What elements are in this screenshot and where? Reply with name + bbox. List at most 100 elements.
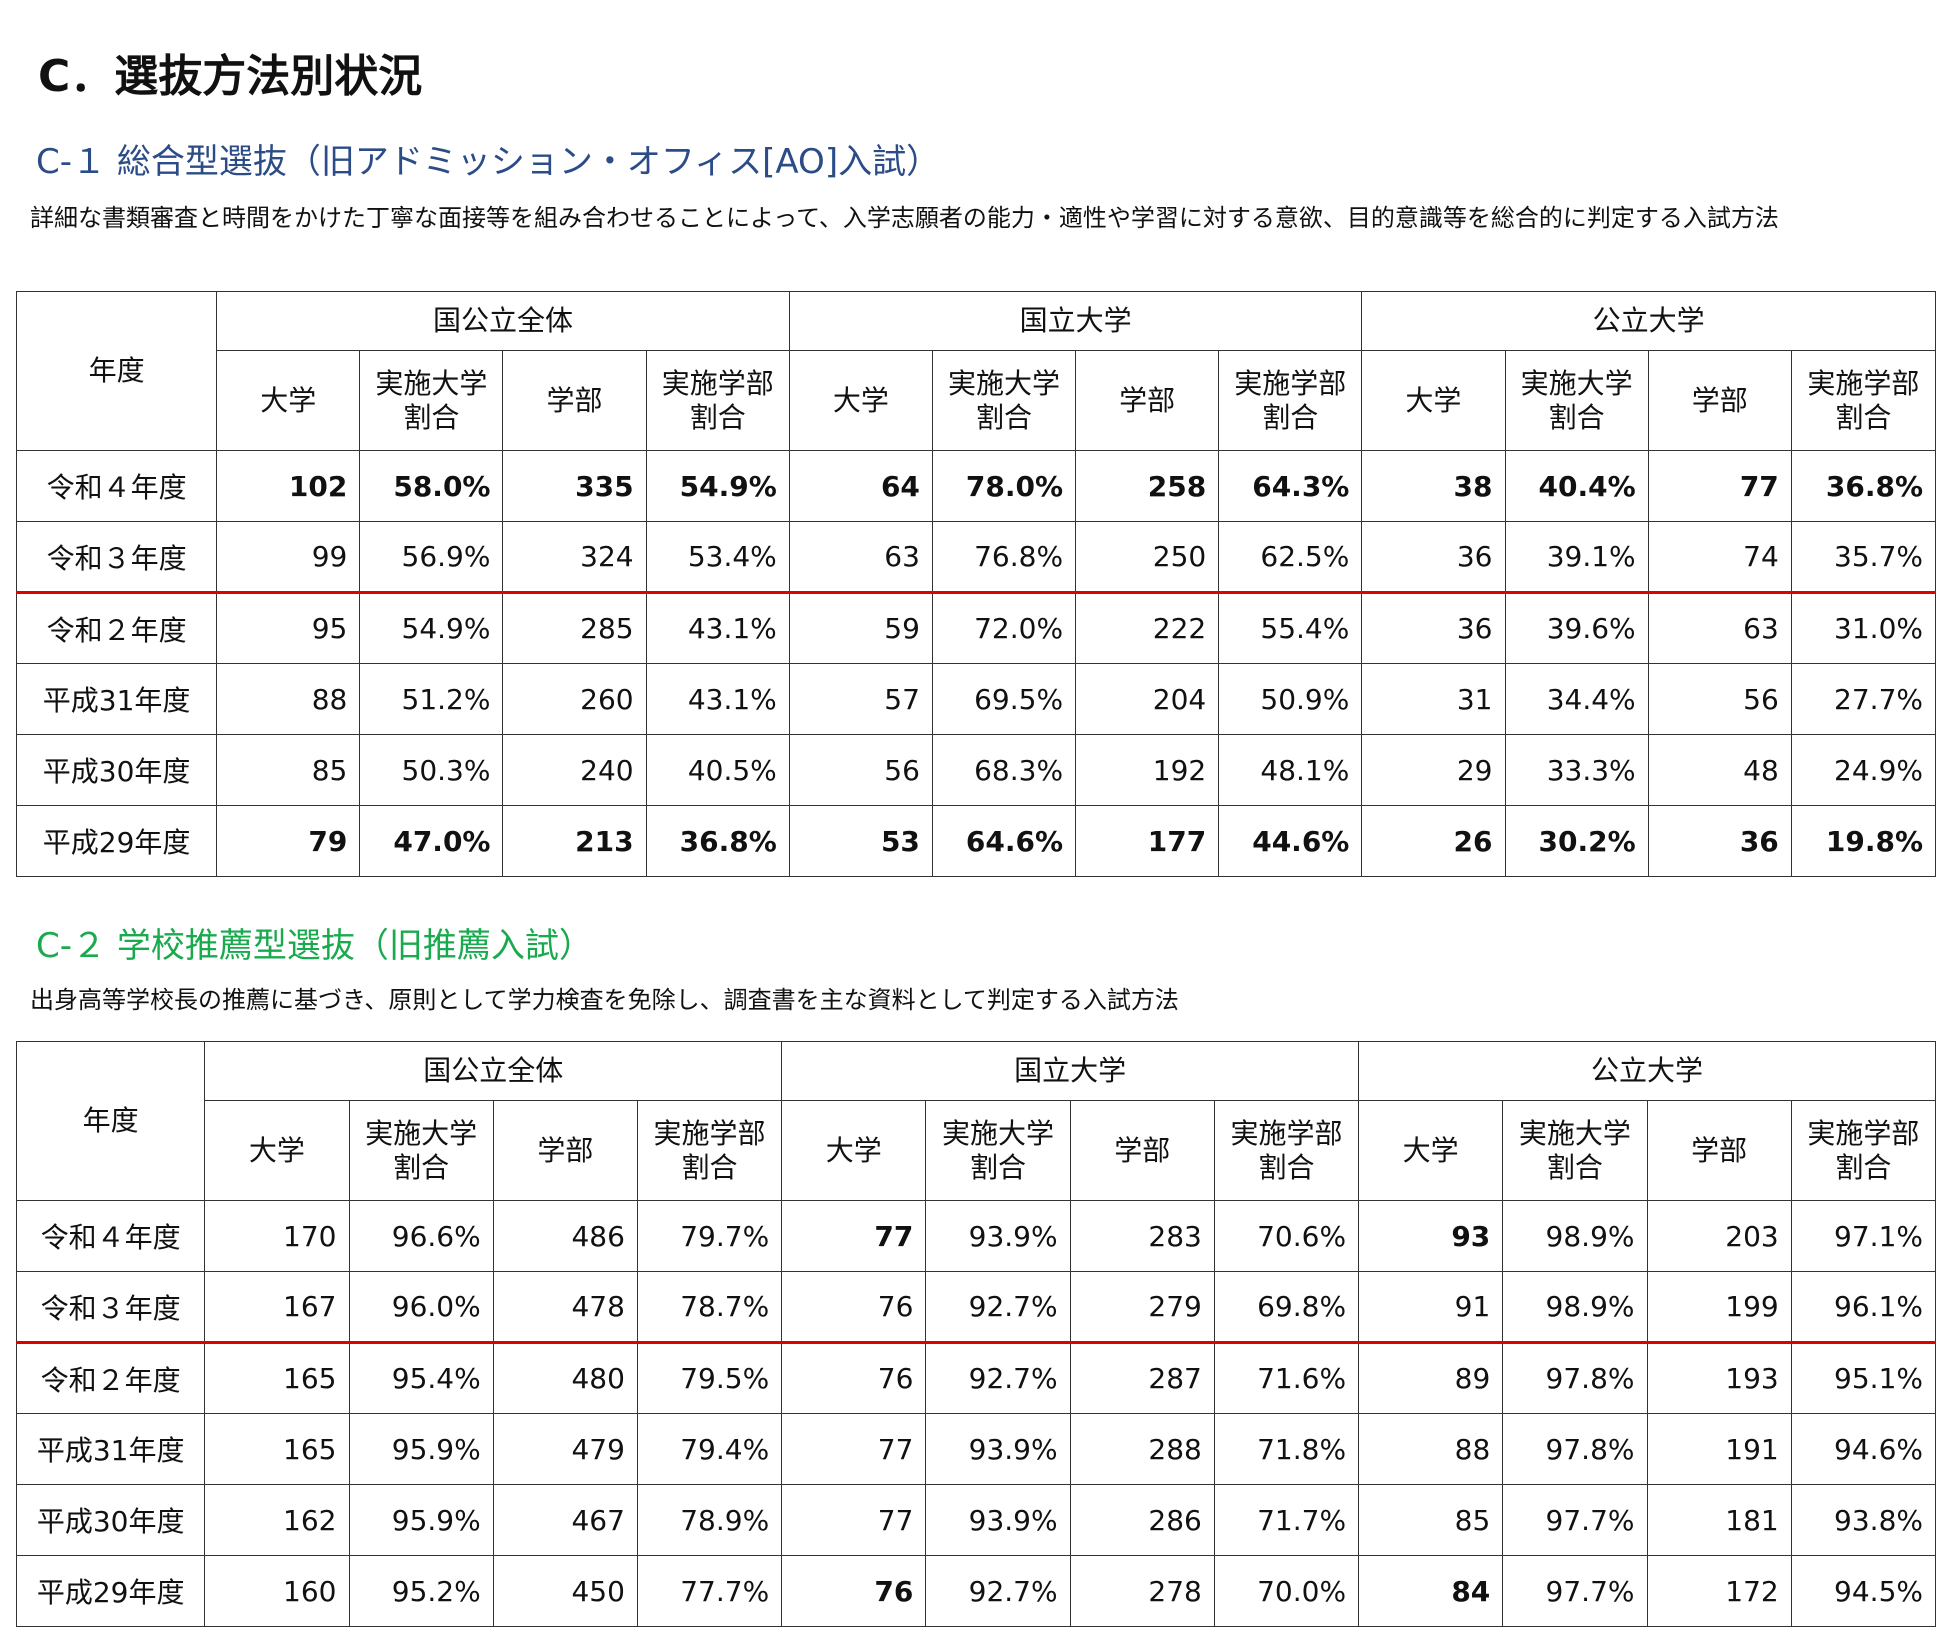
table-row: 平成30年度 162 95.9% 467 78.9% 77 93.9% 286 71.7% 85 9… — [15, 1484, 1937, 1556]
value-cell: 98.9% — [1502, 1271, 1648, 1344]
year-cell: 令和３年度 — [15, 521, 218, 594]
value-cell: 40.4% — [1504, 450, 1649, 522]
value-cell: 84 — [1358, 1555, 1504, 1627]
value-cell: 77.7% — [636, 1555, 783, 1627]
table-row: 令和２年度 95 54.9% 285 43.1% 59 72.0% 222 55.4% 36 39.… — [15, 592, 1937, 664]
group-header-public: 公立大学 — [1361, 291, 1936, 351]
subheader-universities: 大学 — [781, 1100, 927, 1201]
value-cell: 36 — [1361, 521, 1506, 594]
value-cell: 26 — [1361, 805, 1506, 877]
value-cell: 162 — [204, 1484, 350, 1556]
group-header-national: 国立大学 — [781, 1041, 1360, 1101]
value-cell: 88 — [1358, 1413, 1504, 1485]
value-cell: 478 — [492, 1271, 638, 1344]
subheader-faculties: 学部 — [1075, 350, 1220, 451]
value-cell: 191 — [1646, 1413, 1792, 1485]
value-cell: 51.2% — [359, 663, 504, 735]
subheader-universities: 大学 — [1358, 1100, 1504, 1201]
value-cell: 76 — [781, 1271, 927, 1344]
value-cell: 74 — [1647, 521, 1792, 594]
value-cell: 467 — [492, 1484, 638, 1556]
table-body: 令和４年度 102 58.0% 335 54.9% 64 78.0% 258 64.3% 38 40… — [15, 450, 1937, 877]
value-cell: 38 — [1361, 450, 1506, 522]
value-cell: 43.1% — [645, 663, 790, 735]
value-cell: 479 — [492, 1413, 638, 1485]
value-cell: 172 — [1646, 1555, 1792, 1627]
value-cell: 71.7% — [1213, 1484, 1360, 1556]
subheader-universities: 大学 — [1361, 350, 1506, 451]
group-header-national-public: 国公立全体 — [204, 1041, 783, 1101]
subheader-faculty-ratio: 実施学部 割合 — [645, 350, 790, 451]
value-cell: 50.9% — [1218, 663, 1363, 735]
value-cell: 33.3% — [1504, 734, 1649, 806]
value-cell: 48 — [1647, 734, 1792, 806]
value-cell: 48.1% — [1218, 734, 1363, 806]
value-cell: 93 — [1358, 1200, 1504, 1272]
year-cell: 平成30年度 — [15, 1484, 206, 1556]
value-cell: 77 — [1647, 450, 1792, 522]
value-cell: 85 — [216, 734, 361, 806]
subheader-faculty-ratio: 実施学部 割合 — [636, 1100, 783, 1201]
value-cell: 97.7% — [1502, 1555, 1648, 1627]
value-cell: 335 — [502, 450, 647, 522]
value-cell: 64.3% — [1218, 450, 1363, 522]
value-cell: 97.8% — [1502, 1413, 1648, 1485]
value-cell: 165 — [204, 1342, 350, 1414]
value-cell: 47.0% — [359, 805, 504, 877]
value-cell: 68.3% — [931, 734, 1077, 806]
value-cell: 94.5% — [1790, 1555, 1937, 1627]
comprehensive-selection-table: 年度 国公立全体 国立大学 公立大学 大学 実施大学 割合 学部 実施学部 割合… — [15, 291, 1937, 877]
value-cell: 19.8% — [1790, 805, 1937, 877]
value-cell: 97.8% — [1502, 1342, 1648, 1414]
value-cell: 93.9% — [925, 1413, 1071, 1485]
section-c2-title: C-２ 学校推薦型選抜（旧推薦入試） — [36, 926, 593, 966]
table-row: 平成30年度 85 50.3% 240 40.5% 56 68.3% 192 48.1% 29 33… — [15, 734, 1937, 806]
value-cell: 199 — [1646, 1271, 1792, 1344]
table-row: 令和３年度 167 96.0% 478 78.7% 76 92.7% 279 69.8% 91 98… — [15, 1271, 1937, 1344]
value-cell: 89 — [1358, 1342, 1504, 1414]
year-cell: 令和２年度 — [15, 1342, 206, 1414]
value-cell: 450 — [492, 1555, 638, 1627]
value-cell: 56.9% — [359, 521, 504, 594]
subheader-univ-ratio: 実施大学 割合 — [1502, 1100, 1648, 1201]
school-recommendation-table: 年度 国公立全体 国立大学 公立大学 大学 実施大学 割合 学部 実施学部 割合… — [15, 1041, 1937, 1627]
value-cell: 40.5% — [645, 734, 790, 806]
year-header: 年度 — [15, 291, 218, 451]
value-cell: 92.7% — [925, 1271, 1071, 1344]
value-cell: 95.4% — [348, 1342, 494, 1414]
subheader-universities: 大学 — [788, 350, 933, 451]
year-cell: 令和４年度 — [15, 450, 218, 522]
subheader-univ-ratio: 実施大学 割合 — [931, 350, 1077, 451]
value-cell: 76 — [781, 1555, 927, 1627]
value-cell: 324 — [502, 521, 647, 594]
subheader-faculty-ratio: 実施学部 割合 — [1790, 350, 1937, 451]
value-cell: 79.5% — [636, 1342, 783, 1414]
value-cell: 76 — [781, 1342, 927, 1414]
subheader-faculties: 学部 — [1069, 1100, 1215, 1201]
value-cell: 53.4% — [645, 521, 790, 594]
value-cell: 77 — [781, 1413, 927, 1485]
subheader-faculties: 学部 — [1647, 350, 1792, 451]
value-cell: 78.7% — [636, 1271, 783, 1344]
value-cell: 213 — [502, 805, 647, 877]
section-c1-title: C-１ 総合型選抜（旧アドミッション・オフィス[AO]入試） — [36, 142, 941, 182]
value-cell: 34.4% — [1504, 663, 1649, 735]
value-cell: 285 — [502, 592, 647, 664]
value-cell: 36 — [1361, 592, 1506, 664]
value-cell: 27.7% — [1790, 663, 1937, 735]
value-cell: 44.6% — [1218, 805, 1363, 877]
value-cell: 181 — [1646, 1484, 1792, 1556]
subheader-univ-ratio: 実施大学 割合 — [359, 350, 504, 451]
year-cell: 令和２年度 — [15, 592, 218, 664]
value-cell: 56 — [788, 734, 933, 806]
value-cell: 177 — [1075, 805, 1220, 877]
table-row: 令和４年度 102 58.0% 335 54.9% 64 78.0% 258 64.3% 38 40… — [15, 450, 1937, 522]
group-header-national-public: 国公立全体 — [216, 291, 790, 351]
subheader-universities: 大学 — [204, 1100, 350, 1201]
value-cell: 102 — [216, 450, 361, 522]
value-cell: 93.9% — [925, 1200, 1071, 1272]
page-title: C．選抜方法別状況 — [38, 51, 423, 102]
value-cell: 57 — [788, 663, 933, 735]
value-cell: 94.6% — [1790, 1413, 1937, 1485]
value-cell: 72.0% — [931, 592, 1077, 664]
